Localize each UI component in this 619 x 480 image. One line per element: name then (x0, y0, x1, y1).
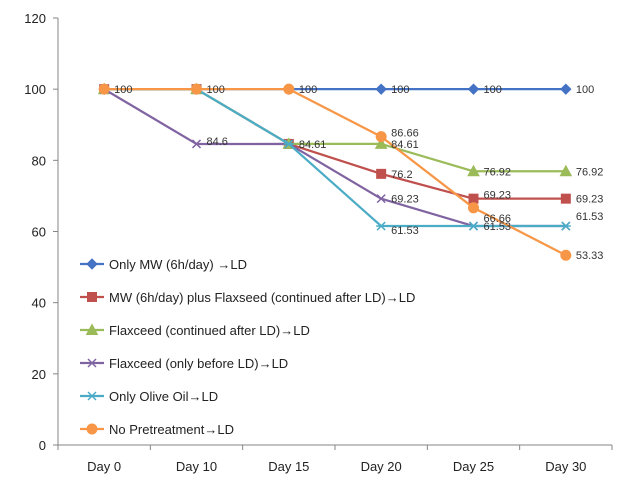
data-label: 100 (391, 84, 409, 96)
y-tick-label: 80 (32, 153, 46, 168)
data-label: 66.66 (484, 213, 512, 225)
legend-label: MW (6h/day) plus Flaxseed (continued aft… (109, 290, 415, 305)
x-tick-label: Day 10 (176, 459, 217, 474)
x-tick-label: Day 15 (268, 459, 309, 474)
legend-marker (87, 292, 97, 302)
data-point (560, 83, 572, 95)
data-label: 61.53 (576, 211, 604, 223)
data-point (468, 221, 479, 231)
data-point (467, 164, 480, 177)
data-label: 61.53 (391, 225, 419, 237)
data-point (283, 139, 294, 149)
x-tick-label: Day 0 (87, 459, 121, 474)
data-point (376, 168, 387, 179)
y-tick-label: 0 (39, 438, 46, 453)
series-6 (98, 83, 572, 261)
y-tick-label: 40 (32, 296, 46, 311)
legend-item-5: Only Olive Oil→LD (80, 389, 218, 404)
data-point (375, 83, 387, 95)
data-label: 53.33 (576, 250, 604, 262)
data-point (283, 83, 295, 95)
y-tick-label: 100 (24, 82, 46, 97)
series-4 (99, 84, 571, 231)
y-tick-label: 120 (24, 11, 46, 26)
data-point (374, 137, 388, 149)
data-point (376, 194, 386, 204)
legend-marker (86, 423, 98, 435)
data-label: 100 (299, 84, 317, 96)
data-label: 86.66 (391, 128, 419, 140)
data-label: 84.61 (391, 139, 419, 151)
data-label: 100 (576, 84, 594, 96)
data-point (560, 249, 572, 261)
axes: 0 20 40 60 80 100 120 Day 0 Day 10 Day 15 Day 20 Da… (24, 11, 613, 474)
series-line (104, 88, 566, 228)
data-label: 100 (207, 84, 225, 96)
data-labels: 100 100 100 100 100 100 76.2 69.23 69.23 84.61 84.… (114, 84, 603, 262)
data-label: 100 (484, 84, 502, 96)
data-point (98, 83, 110, 95)
data-point (467, 83, 480, 95)
data-point (559, 164, 573, 177)
data-point (468, 202, 479, 214)
legend-item-1: Only MW (6h/day) →LD (80, 257, 247, 272)
data-label: 84.6 (207, 136, 228, 148)
data-label: 69.23 (484, 190, 512, 202)
legend-label: No Pretreatment→LD (109, 422, 234, 437)
data-point (560, 221, 571, 231)
legend-label: Flaxceed (only before LD)→LD (109, 356, 288, 371)
legend-label: Only MW (6h/day) →LD (109, 257, 247, 272)
data-point (560, 193, 571, 204)
data-point (376, 221, 387, 231)
data-label: 76.2 (391, 169, 412, 181)
series-5 (99, 84, 571, 231)
x-tick-label: Day 20 (361, 459, 402, 474)
data-point (191, 83, 202, 95)
data-label: 84.61 (299, 139, 327, 151)
data-point (375, 131, 387, 143)
legend: Only MW (6h/day) →LD MW (6h/day) plus Fla… (80, 257, 415, 437)
legend-item-4: Flaxceed (only before LD)→LD (80, 356, 288, 371)
legend-item-6: No Pretreatment→LD (80, 422, 234, 437)
data-label: 69.23 (576, 194, 604, 206)
series-line (103, 88, 566, 228)
legend-marker (86, 258, 98, 270)
y-tick-label: 20 (32, 367, 46, 382)
data-point (191, 139, 202, 149)
legend-marker (87, 391, 97, 401)
legend-marker (85, 323, 99, 335)
legend-marker (87, 358, 97, 368)
y-tick-label: 60 (32, 225, 46, 240)
data-label: 69.23 (391, 194, 419, 206)
data-label: 76.92 (576, 166, 604, 178)
data-label: 61.53 (484, 221, 512, 233)
legend-label: Only Olive Oil→LD (109, 389, 218, 404)
legend-label: Flaxceed (continued after LD)→LD (109, 323, 310, 338)
legend-item-2: MW (6h/day) plus Flaxseed (continued aft… (80, 290, 415, 305)
data-point (468, 193, 479, 204)
series-line (104, 88, 567, 257)
x-tick-label: Day 30 (545, 459, 586, 474)
data-label: 76.92 (484, 166, 512, 178)
legend-item-3: Flaxceed (continued after LD)→LD (80, 323, 310, 338)
x-tick-label: Day 25 (453, 459, 494, 474)
series-3 (97, 82, 573, 177)
series-layer (97, 82, 573, 261)
data-label: 100 (114, 84, 132, 96)
